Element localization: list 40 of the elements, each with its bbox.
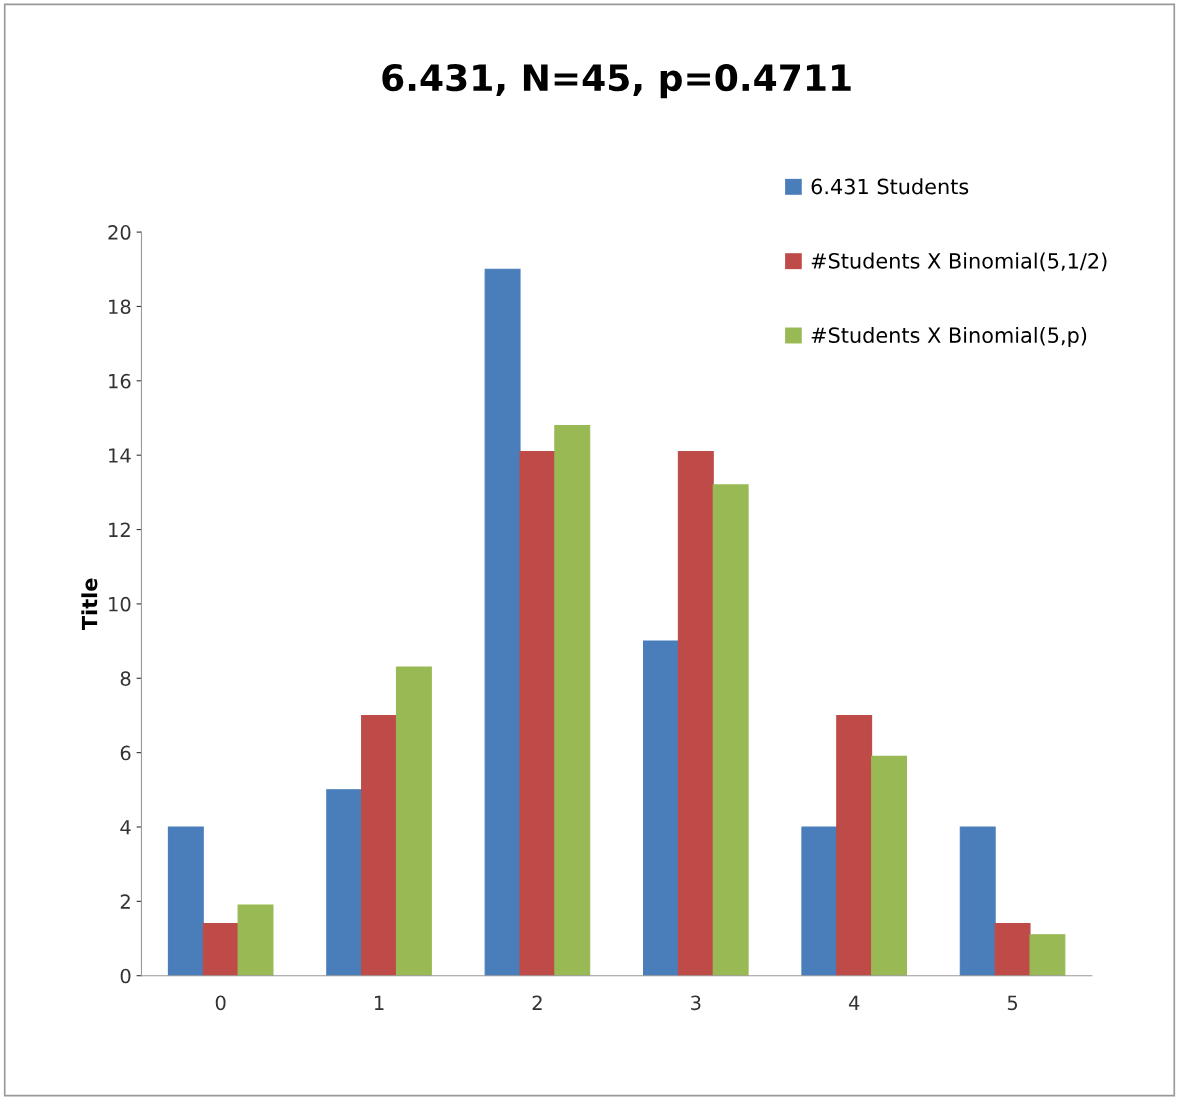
y-tick-label: 4 xyxy=(120,820,131,835)
bar xyxy=(801,826,838,976)
y-tick-label: 14 xyxy=(109,448,131,463)
chart-title: 6.431, N=45, p=0.4711 xyxy=(382,64,851,99)
bar xyxy=(712,484,749,976)
bar xyxy=(326,789,363,976)
bar xyxy=(519,450,556,976)
bar xyxy=(836,714,873,976)
bar xyxy=(167,826,204,976)
bar xyxy=(871,755,908,976)
x-tick-label: 3 xyxy=(691,995,701,1011)
y-tick-label: 16 xyxy=(109,373,131,389)
bar xyxy=(677,450,714,976)
bar xyxy=(237,904,274,976)
y-tick-label: 18 xyxy=(109,299,131,315)
x-tick-label: 5 xyxy=(1007,995,1018,1011)
y-tick-label: 2 xyxy=(120,894,130,909)
x-tick-label: 1 xyxy=(375,995,384,1010)
y-tick-label: 12 xyxy=(109,522,130,537)
legend-label: 6.431 Students xyxy=(811,178,969,195)
y-tick-label: 8 xyxy=(120,671,131,686)
y-tick-label: 0 xyxy=(120,968,131,984)
bar xyxy=(554,424,591,976)
x-tick-label: 2 xyxy=(532,995,542,1010)
bar xyxy=(642,640,679,976)
bar xyxy=(395,666,432,976)
bar xyxy=(1029,934,1066,976)
bar xyxy=(994,923,1031,976)
y-tick-label: 10 xyxy=(109,596,131,612)
y-tick-label: 6 xyxy=(120,745,131,761)
bar xyxy=(202,923,239,976)
legend-label: #Students X Binomial(5,1/2) xyxy=(811,252,1107,272)
y-tick-label: 20 xyxy=(108,225,131,240)
x-tick-label: 0 xyxy=(215,995,226,1011)
bar xyxy=(484,268,521,976)
bar xyxy=(361,714,398,976)
bar xyxy=(959,826,996,976)
legend-label: #Students X Binomial(5,p) xyxy=(811,326,1087,348)
y-axis-title: Title xyxy=(81,578,98,631)
x-tick-label: 4 xyxy=(848,995,860,1010)
